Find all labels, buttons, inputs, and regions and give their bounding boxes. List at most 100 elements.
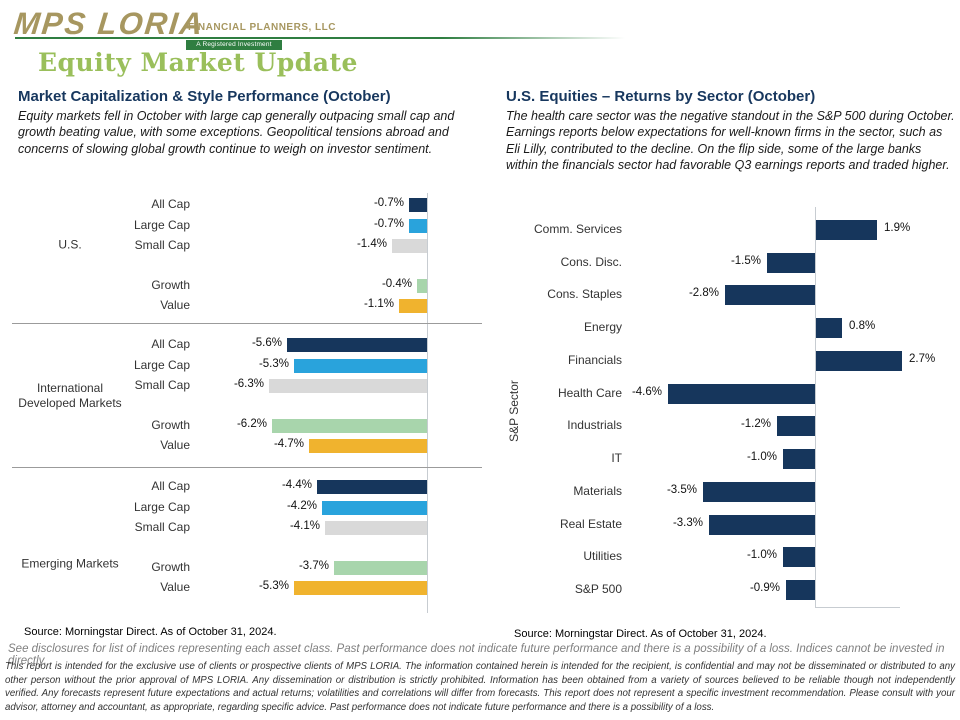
bar [725,285,815,305]
bar-value: -1.4% [356,238,387,250]
sector-label: Cons. Staples [547,287,622,301]
right-source: Source: Morningstar Direct. As of Octobe… [514,628,767,640]
right-commentary: The health care sector was the negative … [506,109,955,172]
bar-value: -0.9% [749,582,780,594]
bar-value: -1.0% [746,451,777,463]
bar [294,359,427,373]
bar [783,547,815,567]
bar-value: -4.2% [286,500,317,512]
bar-value: -5.6% [251,337,282,349]
left-chart-zero-axis [427,193,428,613]
bar-value: -1.5% [730,255,761,267]
bar [409,219,427,233]
bar-value: -4.7% [273,438,304,450]
bar-label: Value [160,298,190,312]
bar [786,580,815,600]
sector-label: Utilities [583,549,622,563]
page-title: Equity Market Update [38,48,358,77]
left-source: Source: Morningstar Direct. As of Octobe… [24,626,277,638]
bar-label: Value [160,438,190,452]
bar-value: 0.8% [849,320,876,332]
bar-value: 2.7% [909,353,936,365]
bar [269,379,427,393]
group-divider [12,323,482,324]
bar [287,338,427,352]
bar-value: 1.9% [884,222,911,234]
left-chart-heading: Market Capitalization & Style Performanc… [18,88,391,105]
bar [816,351,902,371]
bar-value: -0.7% [373,197,404,209]
bar-label: Growth [151,560,190,574]
bar-value: -2.8% [688,287,719,299]
bar-value: -4.4% [281,479,312,491]
bar-value: -5.3% [258,580,289,592]
bar [317,480,427,494]
bar-label: Large Cap [133,218,190,232]
bar-label: All Cap [151,479,190,493]
group-divider [12,467,482,468]
bar [709,515,815,535]
bar-label: Large Cap [133,500,190,514]
bar [668,384,815,404]
bar-label: Small Cap [134,378,190,392]
market-cap-style-chart: U.S. All Cap -0.7% Large Cap -0.7% Small Cap -… [12,190,482,618]
logo-rule [15,37,625,39]
bar-label: All Cap [151,197,190,211]
right-chart-heading: U.S. Equities – Returns by Sector (Octob… [506,88,816,105]
bar [309,439,427,453]
sector-label: Materials [573,484,622,498]
bar [392,239,427,253]
bar [409,198,427,212]
bar-value: -3.5% [666,484,697,496]
bar-label: Growth [151,418,190,432]
bar [816,220,877,240]
bar-value: -0.4% [381,278,412,290]
bar [703,482,815,502]
bar-value: -4.1% [289,520,320,532]
bar-label: Value [160,580,190,594]
left-commentary: Equity markets fell in October with larg… [18,109,455,156]
bar [816,318,842,338]
sector-label: IT [611,451,622,465]
bar [325,521,427,535]
bar [294,581,427,595]
sector-label: S&P 500 [574,582,622,596]
bar [767,253,815,273]
bar-value: -3.3% [672,517,703,529]
bar-value: -6.2% [236,418,267,430]
bar [272,419,427,433]
bar-value: -3.7% [298,560,329,572]
bar [783,449,815,469]
sector-label: Health Care [557,386,622,400]
sector-label: Comm. Services [533,222,622,236]
bar-value: -1.0% [746,549,777,561]
bar-value: -1.1% [363,298,394,310]
right-chart-zero-axis [815,207,816,607]
bar [399,299,427,313]
x-axis-segment [815,607,900,608]
bar-label: Growth [151,278,190,292]
bar-value: -6.3% [233,378,264,390]
group-label: International Developed Markets [18,381,122,410]
bar [322,501,427,515]
bar-label: Small Cap [134,520,190,534]
sector-label: Real Estate [559,517,622,531]
bar [417,279,427,293]
sector-label: Industrials [567,418,622,432]
bar [334,561,427,575]
footnote: See disclosures for list of indices repr… [8,643,945,667]
disclaimer: This report is intended for the exclusiv… [5,661,955,713]
bar-label: Small Cap [134,238,190,252]
sector-label: Financials [567,353,622,367]
bar-label: Large Cap [133,358,190,372]
sector-label: Cons. Disc. [560,255,622,269]
bar-label: All Cap [151,337,190,351]
bar-value: -0.7% [373,218,404,230]
logo-tagline: A Registered Investment Advisory Firm [186,40,282,58]
bar [777,416,815,436]
bar-value: -1.2% [740,418,771,430]
bar-value: -4.6% [631,386,662,398]
logo-brand-suffix: FINANCIAL PLANNERS, LLC [188,22,336,33]
group-label: Emerging Markets [21,556,119,571]
